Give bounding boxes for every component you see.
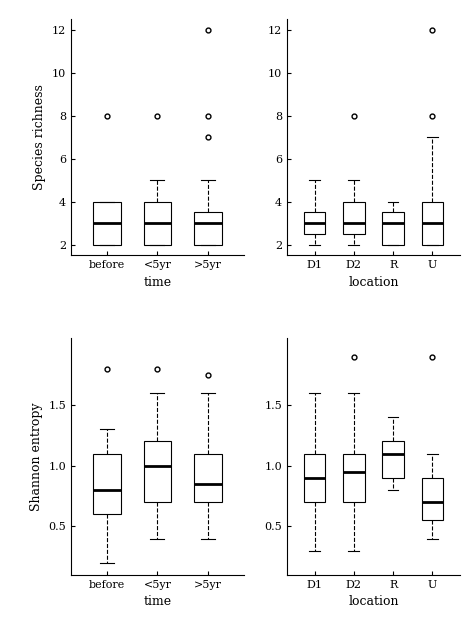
Y-axis label: Species richness: Species richness xyxy=(34,84,46,190)
X-axis label: time: time xyxy=(144,276,172,289)
PathPatch shape xyxy=(304,454,325,502)
PathPatch shape xyxy=(304,213,325,234)
X-axis label: time: time xyxy=(144,596,172,608)
PathPatch shape xyxy=(343,454,365,502)
PathPatch shape xyxy=(421,202,443,245)
PathPatch shape xyxy=(93,202,121,245)
PathPatch shape xyxy=(144,441,172,502)
PathPatch shape xyxy=(194,213,222,245)
PathPatch shape xyxy=(421,478,443,521)
Y-axis label: Shannon entropy: Shannon entropy xyxy=(30,402,43,511)
PathPatch shape xyxy=(93,454,121,514)
PathPatch shape xyxy=(343,202,365,234)
PathPatch shape xyxy=(382,213,404,245)
PathPatch shape xyxy=(144,202,172,245)
PathPatch shape xyxy=(382,441,404,478)
X-axis label: location: location xyxy=(348,596,399,608)
PathPatch shape xyxy=(194,454,222,502)
X-axis label: location: location xyxy=(348,276,399,289)
